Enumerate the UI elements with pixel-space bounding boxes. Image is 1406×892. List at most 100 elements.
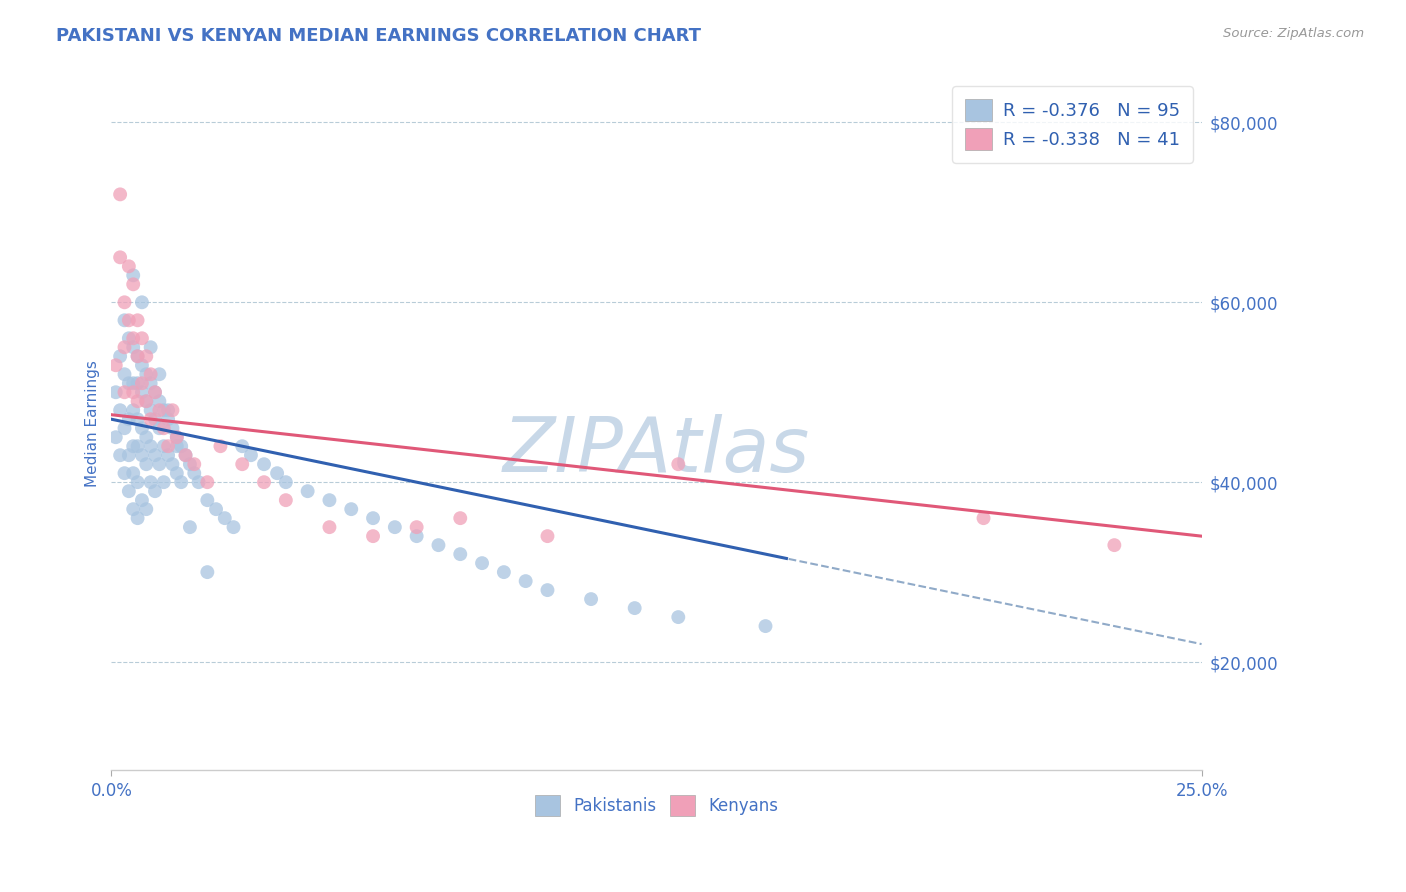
Point xyxy=(114,340,136,354)
Point xyxy=(127,349,149,363)
Point xyxy=(162,457,184,471)
Point xyxy=(152,475,174,490)
Point xyxy=(114,313,136,327)
Point xyxy=(135,349,157,363)
Point xyxy=(162,403,184,417)
Point xyxy=(104,385,127,400)
Point xyxy=(297,484,319,499)
Text: ZIPAtlas: ZIPAtlas xyxy=(503,415,810,489)
Point xyxy=(135,430,157,444)
Point xyxy=(274,493,297,508)
Point xyxy=(195,493,218,508)
Point xyxy=(135,394,157,409)
Point xyxy=(148,368,170,382)
Point xyxy=(157,439,180,453)
Point xyxy=(122,439,145,453)
Point xyxy=(536,529,558,543)
Point xyxy=(139,340,162,354)
Point xyxy=(205,502,228,516)
Point xyxy=(166,466,188,480)
Point xyxy=(274,475,297,490)
Point xyxy=(139,403,162,417)
Point xyxy=(122,385,145,400)
Point xyxy=(515,574,537,588)
Point xyxy=(114,385,136,400)
Point xyxy=(122,376,145,391)
Point xyxy=(148,394,170,409)
Point xyxy=(239,448,262,462)
Point xyxy=(143,385,166,400)
Point xyxy=(139,439,162,453)
Point xyxy=(118,448,141,462)
Point xyxy=(340,502,363,516)
Point xyxy=(754,619,776,633)
Point xyxy=(623,601,645,615)
Point xyxy=(127,376,149,391)
Point xyxy=(131,295,153,310)
Point xyxy=(114,368,136,382)
Point xyxy=(118,313,141,327)
Point xyxy=(139,412,162,426)
Point xyxy=(127,394,149,409)
Point xyxy=(253,475,276,490)
Point xyxy=(143,412,166,426)
Point xyxy=(179,520,201,534)
Point xyxy=(135,368,157,382)
Point xyxy=(118,412,141,426)
Point xyxy=(108,187,131,202)
Point xyxy=(135,394,157,409)
Point xyxy=(118,260,141,274)
Point xyxy=(152,421,174,435)
Point xyxy=(139,368,162,382)
Point xyxy=(127,475,149,490)
Point xyxy=(427,538,450,552)
Point xyxy=(195,565,218,579)
Point xyxy=(166,430,188,444)
Point xyxy=(122,268,145,283)
Point xyxy=(231,439,253,453)
Point xyxy=(108,250,131,264)
Point xyxy=(143,448,166,462)
Point xyxy=(195,475,218,490)
Point xyxy=(104,430,127,444)
Point xyxy=(131,448,153,462)
Point xyxy=(122,277,145,292)
Legend: Pakistanis, Kenyans: Pakistanis, Kenyans xyxy=(527,787,786,824)
Point xyxy=(148,403,170,417)
Point xyxy=(253,457,276,471)
Point xyxy=(1104,538,1126,552)
Point xyxy=(187,475,209,490)
Point xyxy=(104,358,127,372)
Point xyxy=(114,295,136,310)
Point xyxy=(139,376,162,391)
Point xyxy=(405,529,427,543)
Point xyxy=(222,520,245,534)
Point xyxy=(162,421,184,435)
Point xyxy=(449,511,471,525)
Point xyxy=(143,484,166,499)
Point xyxy=(318,493,340,508)
Point xyxy=(231,457,253,471)
Point xyxy=(384,520,406,534)
Point xyxy=(536,583,558,598)
Point xyxy=(135,502,157,516)
Point xyxy=(361,511,384,525)
Point xyxy=(108,403,131,417)
Point xyxy=(131,376,153,391)
Point xyxy=(108,349,131,363)
Point xyxy=(179,457,201,471)
Point xyxy=(405,520,427,534)
Point xyxy=(666,457,689,471)
Point xyxy=(174,448,197,462)
Point xyxy=(122,466,145,480)
Point xyxy=(143,385,166,400)
Point xyxy=(214,511,236,525)
Point xyxy=(127,412,149,426)
Point xyxy=(127,511,149,525)
Point xyxy=(131,421,153,435)
Point xyxy=(131,331,153,345)
Point xyxy=(492,565,515,579)
Point xyxy=(122,403,145,417)
Point xyxy=(127,313,149,327)
Point xyxy=(174,448,197,462)
